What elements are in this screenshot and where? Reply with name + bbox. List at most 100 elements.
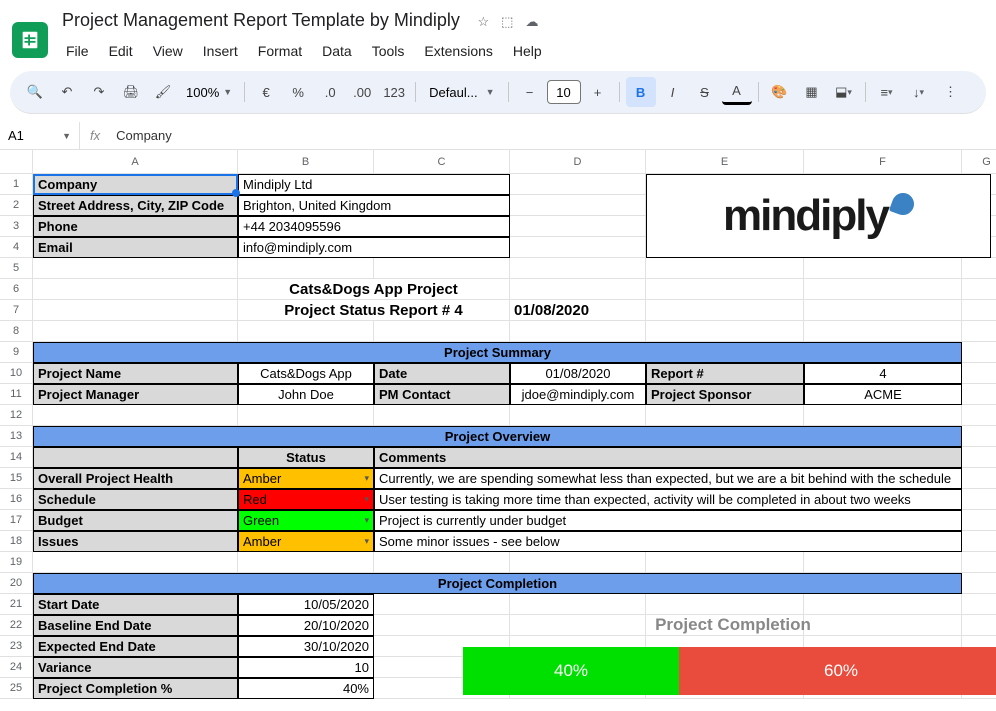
cell[interactable] <box>510 405 646 426</box>
more-button[interactable]: ⋮ <box>936 77 966 107</box>
cell[interactable]: Brighton, United Kingdom <box>238 195 510 216</box>
cell[interactable] <box>374 594 510 615</box>
cell[interactable] <box>962 552 996 573</box>
cell[interactable]: Project Completion % <box>33 678 238 699</box>
row-header[interactable]: 17 <box>0 510 33 531</box>
cell[interactable]: Green▾ <box>238 510 374 531</box>
cell[interactable] <box>962 405 996 426</box>
cell[interactable]: Some minor issues - see below <box>374 531 962 552</box>
cell[interactable] <box>510 594 646 615</box>
cell[interactable]: Mindiply Ltd <box>238 174 510 195</box>
cell[interactable] <box>646 321 804 342</box>
name-box[interactable]: A1 ▼ <box>0 122 80 149</box>
cell[interactable] <box>962 468 996 489</box>
cell[interactable]: Baseline End Date <box>33 615 238 636</box>
cell[interactable] <box>962 573 996 594</box>
cell[interactable] <box>962 489 996 510</box>
cell[interactable] <box>804 321 962 342</box>
select-all-corner[interactable] <box>0 150 33 174</box>
cell[interactable] <box>804 258 962 279</box>
cell[interactable]: Currently, we are spending somewhat less… <box>374 468 962 489</box>
text-color-button[interactable]: A <box>722 79 752 105</box>
cloud-icon[interactable]: ☁ <box>525 14 538 30</box>
cell[interactable]: Status <box>238 447 374 468</box>
cell[interactable]: PM Contact <box>374 384 510 405</box>
row-header[interactable]: 16 <box>0 489 33 510</box>
cell[interactable]: Report # <box>646 363 804 384</box>
cell[interactable] <box>510 552 646 573</box>
row-header[interactable]: 21 <box>0 594 33 615</box>
cell[interactable]: 4 <box>804 363 962 384</box>
cell[interactable] <box>804 405 962 426</box>
font-selector[interactable]: Defaul... ▼ <box>422 82 501 103</box>
increase-fontsize-button[interactable]: + <box>583 77 613 107</box>
cell[interactable] <box>962 384 996 405</box>
cell[interactable] <box>510 174 646 195</box>
cell[interactable]: Email <box>33 237 238 258</box>
number-format-icon[interactable]: 123 <box>379 77 409 107</box>
strikethrough-button[interactable]: S <box>690 77 720 107</box>
row-header[interactable]: 18 <box>0 531 33 552</box>
cell[interactable]: Project Status Report # 4 <box>238 300 510 321</box>
dropdown-arrow-icon[interactable]: ▾ <box>364 515 369 526</box>
cell[interactable] <box>238 405 374 426</box>
cell[interactable]: Budget <box>33 510 238 531</box>
borders-button[interactable]: ▦ <box>797 77 827 107</box>
decrease-fontsize-button[interactable]: − <box>515 77 545 107</box>
cell[interactable] <box>238 258 374 279</box>
cell[interactable] <box>33 258 238 279</box>
cell[interactable] <box>962 279 996 300</box>
cell[interactable] <box>510 258 646 279</box>
cell[interactable] <box>374 405 510 426</box>
zoom-selector[interactable]: 100% ▼ <box>180 85 238 100</box>
italic-button[interactable]: I <box>658 77 688 107</box>
row-header[interactable]: 10 <box>0 363 33 384</box>
cell[interactable]: Project Sponsor <box>646 384 804 405</box>
valign-button[interactable]: ↓▾ <box>904 77 934 107</box>
fontsize-input[interactable] <box>547 80 581 104</box>
cell[interactable] <box>962 342 996 363</box>
cell[interactable] <box>646 258 804 279</box>
cell[interactable] <box>510 216 646 237</box>
cell[interactable] <box>33 300 238 321</box>
cell[interactable] <box>33 447 238 468</box>
move-icon[interactable]: ⬚ <box>501 14 513 30</box>
cell[interactable]: Project Manager <box>33 384 238 405</box>
cell[interactable]: Cats&Dogs App <box>238 363 374 384</box>
cell[interactable] <box>646 552 804 573</box>
cell[interactable]: 10 <box>238 657 374 678</box>
column-header[interactable]: E <box>646 150 804 174</box>
cell[interactable]: ACME <box>804 384 962 405</box>
menu-help[interactable]: Help <box>505 39 550 63</box>
row-header[interactable]: 6 <box>0 279 33 300</box>
cell[interactable]: 01/08/2020 <box>510 300 646 321</box>
cell[interactable]: Expected End Date <box>33 636 238 657</box>
cell[interactable]: Project Completion <box>33 573 962 594</box>
row-header[interactable]: 24 <box>0 657 33 678</box>
column-header[interactable]: B <box>238 150 374 174</box>
row-header[interactable]: 9 <box>0 342 33 363</box>
cell[interactable]: 40% <box>238 678 374 699</box>
cell[interactable]: Amber▾ <box>238 531 374 552</box>
row-header[interactable]: 11 <box>0 384 33 405</box>
print-icon[interactable]: 🖨 <box>116 77 146 107</box>
dropdown-arrow-icon[interactable]: ▾ <box>364 536 369 547</box>
align-button[interactable]: ≡▾ <box>872 77 902 107</box>
cell[interactable]: Cats&Dogs App Project <box>238 279 510 300</box>
cell[interactable] <box>33 279 238 300</box>
cell[interactable] <box>962 594 996 615</box>
row-header[interactable]: 15 <box>0 468 33 489</box>
column-header[interactable]: C <box>374 150 510 174</box>
search-icon[interactable]: 🔍 <box>20 77 50 107</box>
currency-icon[interactable]: € <box>251 77 281 107</box>
menu-format[interactable]: Format <box>250 39 310 63</box>
cell[interactable]: Schedule <box>33 489 238 510</box>
cell[interactable] <box>962 300 996 321</box>
sheets-logo[interactable] <box>12 22 48 58</box>
cell[interactable]: 10/05/2020 <box>238 594 374 615</box>
cell[interactable]: Project Name <box>33 363 238 384</box>
cell[interactable]: Issues <box>33 531 238 552</box>
column-header[interactable]: G <box>962 150 996 174</box>
cell[interactable] <box>804 300 962 321</box>
fill-color-button[interactable]: 🎨 <box>765 77 795 107</box>
